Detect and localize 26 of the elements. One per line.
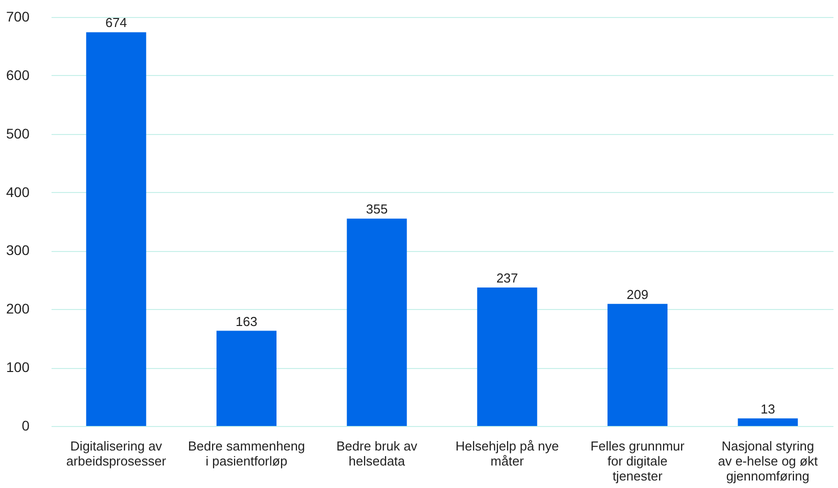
bar bbox=[216, 330, 276, 426]
x-tick-label: Helsehjelp på nye måter bbox=[455, 438, 559, 468]
y-tick-label: 700 bbox=[6, 8, 30, 24]
x-tick-label: Nasjonal styring av e-helse og økt gjennomføring bbox=[718, 438, 818, 484]
y-tick-label: 500 bbox=[6, 125, 30, 142]
x-tick-label: Bedre bruk av helsedata bbox=[336, 438, 418, 468]
data-label: 13 bbox=[760, 401, 776, 416]
y-tick-label: 0 bbox=[22, 418, 30, 434]
bar bbox=[608, 304, 668, 426]
bar bbox=[477, 288, 538, 426]
y-tick-label: 300 bbox=[6, 242, 30, 258]
bar bbox=[738, 418, 798, 426]
data-label: 163 bbox=[236, 314, 258, 329]
y-tick-label: 400 bbox=[6, 184, 30, 200]
data-label: 209 bbox=[626, 286, 648, 302]
bar bbox=[86, 32, 146, 426]
data-label: 355 bbox=[366, 202, 388, 217]
y-tick-label: 200 bbox=[6, 300, 30, 317]
bar bbox=[346, 218, 407, 426]
x-tick-label: Felles grunnmur for digitale tjenester bbox=[590, 438, 686, 484]
x-tick-label: Bedre sammenheng i pasientforløp bbox=[188, 438, 306, 468]
y-tick-label: 100 bbox=[6, 359, 30, 376]
data-label: 237 bbox=[496, 270, 518, 286]
x-tick-label: Digitalisering av arbeidsprosesser bbox=[66, 438, 167, 468]
y-tick-label: 600 bbox=[6, 66, 30, 83]
data-label: 674 bbox=[105, 15, 128, 30]
